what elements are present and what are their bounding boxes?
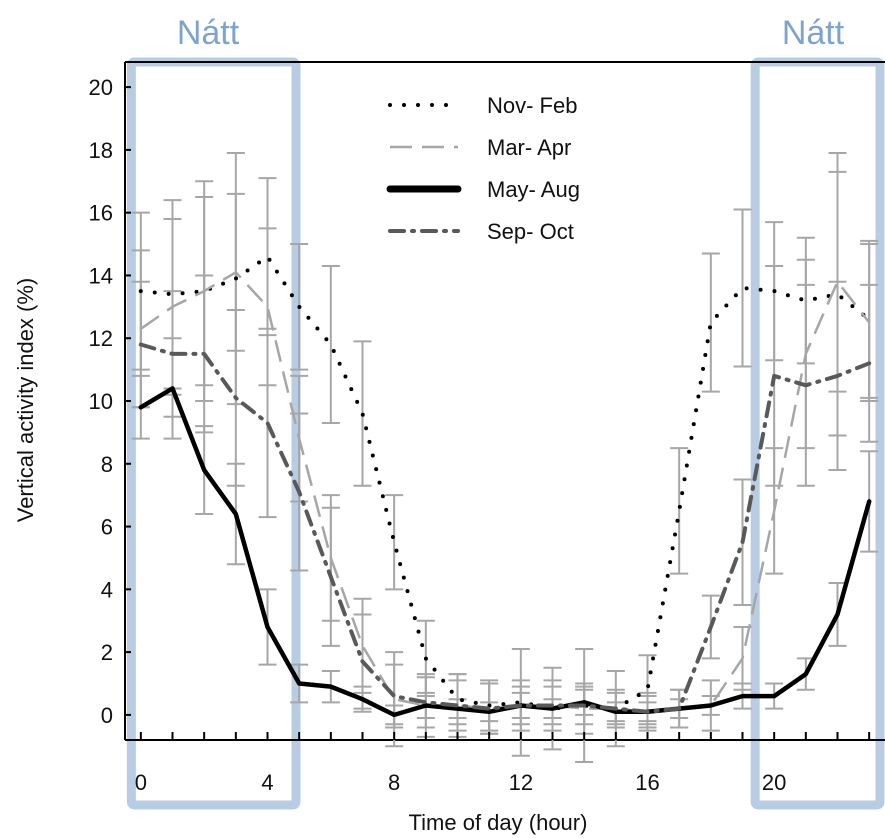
y-tick-label: 12 <box>89 326 113 351</box>
x-tick-labels: 0 4 8 12 16 20 <box>135 770 787 795</box>
y-tick-label: 16 <box>89 201 113 226</box>
x-tick-label: 20 <box>762 770 786 795</box>
series-line-dashed <box>140 271 871 714</box>
y-tick-label: 4 <box>101 577 113 602</box>
x-tick-label: 16 <box>635 770 659 795</box>
error-bar <box>670 447 689 575</box>
x-tick-label: 4 <box>261 770 273 795</box>
night-highlight-boxes <box>126 57 885 810</box>
x-tick-label: 12 <box>509 770 533 795</box>
y-tick-label: 8 <box>101 452 113 477</box>
y-tick-label: 14 <box>89 263 113 288</box>
y-tick-labels: 0 2 4 6 8 10 12 14 16 18 20 <box>89 75 113 728</box>
series-line-solid <box>138 386 872 718</box>
legend-label: Sep- Oct <box>487 219 574 244</box>
error-bars <box>131 152 879 763</box>
x-tick-label: 8 <box>388 770 400 795</box>
night-label-left: Nátt <box>177 14 240 52</box>
y-tick-label: 2 <box>101 640 113 665</box>
series-line-dotted <box>138 254 872 711</box>
legend-label: May- Aug <box>487 177 580 202</box>
error-bar <box>701 252 720 393</box>
error-bar <box>321 265 340 424</box>
legend-label: Mar- Apr <box>487 135 571 160</box>
y-tick-label: 0 <box>101 703 113 728</box>
error-bar <box>733 208 752 368</box>
y-tick-label: 10 <box>89 389 113 414</box>
legend-label: Nov- Feb <box>487 93 577 118</box>
series-lines <box>138 254 872 718</box>
y-tick-label: 18 <box>89 138 113 163</box>
x-tick-label: 0 <box>135 770 147 795</box>
error-bar <box>385 494 404 591</box>
y-tick-label: 6 <box>101 515 113 540</box>
axis-ticks <box>125 86 871 740</box>
y-tick-label: 20 <box>89 75 113 100</box>
plot-frame <box>124 61 885 741</box>
series-line-dashdot <box>138 342 872 714</box>
legend: Nov- Feb Mar- Apr May- Aug Sep- Oct <box>386 93 580 244</box>
x-axis-title: Time of day (hour) <box>409 810 588 835</box>
night-label-right: Nátt <box>782 14 845 52</box>
y-axis-title: Vertical activity index (%) <box>13 278 38 523</box>
